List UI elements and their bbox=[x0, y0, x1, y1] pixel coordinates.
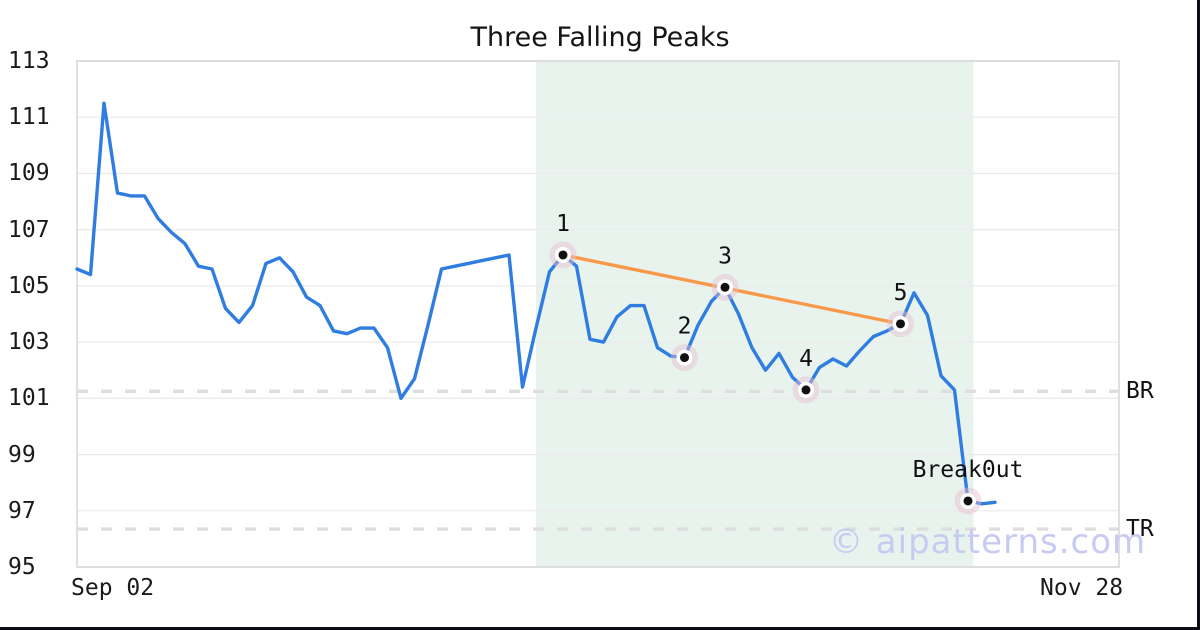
frame-bottom-border bbox=[0, 627, 1200, 630]
marker-label: 4 bbox=[799, 346, 813, 372]
y-tick-label: 95 bbox=[8, 554, 36, 580]
price-line bbox=[75, 101, 997, 506]
y-tick-label: 97 bbox=[8, 497, 36, 524]
marker-dot bbox=[680, 353, 689, 363]
marker-dot bbox=[963, 496, 973, 506]
y-tick-label: 107 bbox=[8, 216, 50, 243]
chart-title: Three Falling Peaks bbox=[470, 22, 730, 53]
marker-label: 5 bbox=[894, 280, 908, 306]
marker-label: 3 bbox=[718, 243, 732, 269]
y-tick-label: 111 bbox=[8, 104, 50, 131]
y-tick-label: 113 bbox=[8, 48, 50, 74]
level-label-BR: BR bbox=[1126, 378, 1154, 405]
y-tick-label: 105 bbox=[8, 272, 50, 299]
y-tick-label: 99 bbox=[8, 441, 36, 468]
y-tick-label: 101 bbox=[8, 385, 50, 412]
y-tick-label: 109 bbox=[8, 160, 50, 187]
frame-right-border bbox=[1197, 0, 1200, 630]
y-tick-label: 103 bbox=[8, 329, 50, 356]
marker-label: 1 bbox=[556, 211, 570, 237]
watermark: © aipatterns.com bbox=[829, 522, 1147, 562]
marker-dot bbox=[896, 319, 905, 329]
marker-label: 2 bbox=[678, 314, 692, 340]
marker-dot bbox=[801, 385, 811, 395]
marker-label: Break0ut bbox=[913, 457, 1024, 483]
pattern-region bbox=[536, 61, 974, 567]
x-axis-label-start: Sep 02 bbox=[71, 575, 155, 601]
plot-border bbox=[76, 60, 1120, 568]
marker-dot bbox=[720, 282, 730, 292]
x-axis-label-end: Nov 28 bbox=[1040, 575, 1124, 601]
marker-dot bbox=[558, 250, 568, 260]
level-label-TR: TR bbox=[1126, 516, 1154, 543]
